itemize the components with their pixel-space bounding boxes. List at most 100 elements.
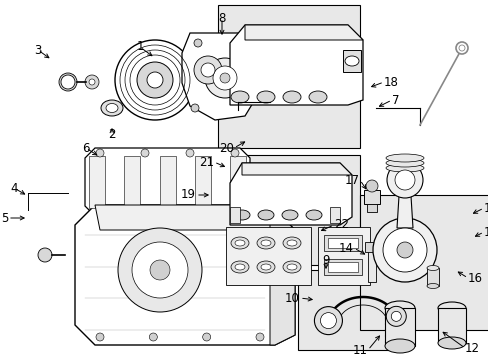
Ellipse shape — [261, 240, 270, 246]
Text: 6: 6 — [82, 141, 90, 154]
Polygon shape — [244, 25, 362, 40]
Ellipse shape — [345, 56, 358, 66]
Text: 8: 8 — [218, 12, 225, 24]
Bar — [363, 190, 379, 204]
Text: 3: 3 — [34, 44, 41, 57]
Circle shape — [150, 260, 170, 280]
Circle shape — [118, 228, 202, 312]
Bar — [229, 207, 240, 223]
Ellipse shape — [286, 264, 296, 270]
Circle shape — [372, 218, 436, 282]
Ellipse shape — [308, 91, 326, 103]
Polygon shape — [229, 25, 362, 105]
Ellipse shape — [257, 91, 274, 103]
Text: 12: 12 — [464, 342, 479, 355]
Bar — [229, 156, 245, 208]
Ellipse shape — [230, 261, 248, 273]
Bar — [317, 227, 369, 285]
Text: 9: 9 — [322, 253, 329, 266]
Bar — [297, 270, 409, 350]
Bar — [159, 156, 175, 208]
Text: 22: 22 — [333, 219, 348, 231]
Bar — [324, 235, 361, 251]
Circle shape — [220, 73, 229, 83]
Bar — [327, 238, 357, 248]
Ellipse shape — [235, 264, 244, 270]
Bar — [359, 195, 488, 330]
Ellipse shape — [384, 339, 414, 353]
Polygon shape — [75, 205, 294, 345]
Circle shape — [458, 45, 464, 51]
Text: 19: 19 — [181, 189, 196, 202]
Bar — [124, 156, 140, 208]
Ellipse shape — [426, 284, 438, 288]
Ellipse shape — [283, 261, 301, 273]
Circle shape — [96, 149, 104, 157]
Bar — [437, 308, 465, 343]
Circle shape — [365, 180, 377, 192]
Polygon shape — [396, 180, 412, 228]
Ellipse shape — [283, 91, 301, 103]
Circle shape — [38, 248, 52, 262]
Ellipse shape — [385, 159, 423, 167]
Ellipse shape — [230, 91, 248, 103]
Circle shape — [320, 312, 336, 329]
Circle shape — [137, 62, 173, 98]
Circle shape — [61, 75, 75, 89]
Polygon shape — [242, 163, 351, 175]
Text: 21: 21 — [199, 156, 214, 168]
Ellipse shape — [426, 266, 438, 270]
Bar — [366, 204, 376, 212]
Ellipse shape — [283, 237, 301, 249]
Ellipse shape — [234, 210, 249, 220]
Text: 14: 14 — [338, 242, 353, 255]
Circle shape — [141, 149, 149, 157]
Ellipse shape — [305, 210, 321, 220]
Circle shape — [85, 75, 99, 89]
Ellipse shape — [286, 240, 296, 246]
Ellipse shape — [385, 164, 423, 172]
Circle shape — [256, 333, 264, 341]
Circle shape — [396, 242, 412, 258]
Text: 17: 17 — [345, 174, 359, 186]
Circle shape — [204, 58, 244, 98]
Circle shape — [115, 40, 195, 120]
Ellipse shape — [101, 100, 123, 116]
Polygon shape — [85, 148, 249, 216]
Circle shape — [147, 72, 163, 88]
Ellipse shape — [106, 104, 118, 112]
Bar — [225, 227, 310, 285]
Bar — [327, 262, 357, 272]
Text: 7: 7 — [391, 94, 399, 107]
Bar — [426, 268, 438, 286]
Ellipse shape — [257, 237, 274, 249]
Circle shape — [89, 79, 95, 85]
Bar — [329, 207, 339, 223]
Circle shape — [194, 56, 222, 84]
Circle shape — [96, 333, 104, 341]
Bar — [342, 50, 360, 72]
Circle shape — [238, 39, 245, 47]
Circle shape — [149, 333, 157, 341]
Ellipse shape — [257, 261, 274, 273]
Circle shape — [386, 306, 406, 327]
Bar — [194, 156, 210, 208]
Text: 11: 11 — [352, 343, 367, 356]
Circle shape — [230, 149, 239, 157]
Circle shape — [382, 228, 426, 272]
Ellipse shape — [384, 301, 414, 315]
Circle shape — [314, 307, 342, 334]
Circle shape — [201, 63, 215, 77]
Text: 13: 13 — [483, 202, 488, 215]
Bar — [324, 259, 361, 275]
Ellipse shape — [230, 237, 248, 249]
Bar — [244, 66, 260, 76]
Bar — [364, 242, 378, 252]
Circle shape — [194, 39, 202, 47]
Text: 15: 15 — [483, 225, 488, 238]
Circle shape — [390, 311, 401, 321]
Ellipse shape — [437, 337, 465, 349]
Circle shape — [185, 149, 194, 157]
Circle shape — [59, 73, 77, 91]
Ellipse shape — [235, 240, 244, 246]
